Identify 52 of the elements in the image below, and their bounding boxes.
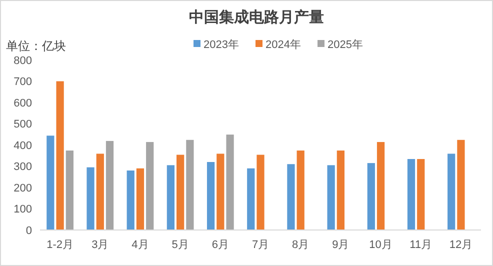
y-tick-label: 500 — [14, 118, 32, 131]
y-tick-label: 300 — [14, 161, 32, 174]
bar — [296, 150, 304, 230]
y-tick-label: 0 — [26, 224, 32, 237]
y-tick-label: 700 — [14, 76, 32, 88]
bar — [56, 81, 64, 230]
bar — [166, 165, 175, 230]
bar — [176, 154, 184, 230]
bar — [216, 154, 224, 230]
bar — [417, 159, 425, 230]
x-tick-label: 3月 — [92, 239, 109, 251]
bar — [86, 167, 94, 230]
bar — [226, 134, 234, 230]
bar — [407, 159, 416, 230]
bar — [457, 140, 465, 230]
bar — [367, 163, 375, 230]
bar — [206, 162, 215, 230]
bar — [186, 140, 194, 230]
bar — [287, 164, 295, 230]
x-tick-label: 1-2月 — [46, 239, 74, 251]
bar — [126, 170, 134, 230]
x-tick-label: 10月 — [369, 239, 392, 251]
bar — [256, 154, 264, 230]
legend-label: 2024年 — [266, 39, 301, 51]
bar — [448, 154, 456, 230]
x-tick-label: 9月 — [332, 239, 350, 251]
bar — [146, 142, 154, 230]
x-tick-label: 8月 — [292, 239, 310, 251]
x-tick-label: 12月 — [449, 239, 473, 251]
y-tick-label: 600 — [14, 97, 32, 110]
bar — [247, 168, 255, 230]
x-tick-label: 4月 — [132, 239, 149, 251]
y-tick-label: 200 — [14, 182, 32, 194]
y-tick-label: 800 — [14, 54, 32, 67]
legend-label: 2025年 — [328, 39, 363, 51]
bar — [327, 165, 335, 230]
x-tick-label: 5月 — [172, 239, 189, 251]
bar — [46, 136, 54, 230]
bar — [106, 140, 114, 230]
chart-title: 中国集成电路月产量 — [189, 9, 324, 26]
bar — [336, 150, 344, 230]
legend-label: 2023年 — [204, 39, 239, 51]
bar — [66, 150, 74, 230]
bar — [96, 154, 104, 230]
y-tick-label: 100 — [14, 204, 32, 216]
x-tick-label: 11月 — [410, 239, 432, 251]
y-axis-title: 单位：亿块 — [6, 39, 66, 53]
x-tick-label: 6月 — [212, 239, 229, 251]
bar — [376, 142, 385, 230]
y-tick-label: 400 — [14, 140, 32, 152]
x-tick-label: 7月 — [252, 239, 270, 251]
bar — [136, 168, 144, 230]
